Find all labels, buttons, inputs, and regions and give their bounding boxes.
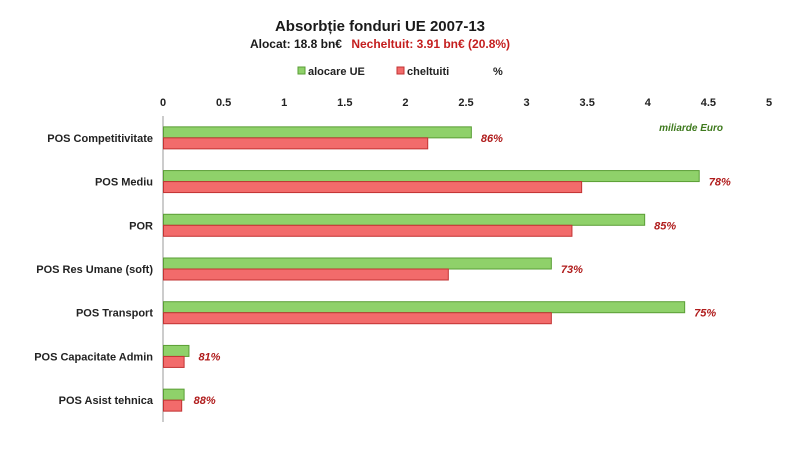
bar-allocated	[163, 301, 686, 314]
x-tick-label: 3.5	[580, 97, 595, 109]
category-label: POR	[129, 220, 153, 232]
x-tick-label: 0	[160, 97, 166, 109]
bar-spent	[163, 137, 429, 150]
x-tick-label: 2	[402, 97, 408, 109]
percent-label: 78%	[709, 177, 731, 189]
legend-label-allocated: alocare UE	[308, 66, 365, 78]
percent-label: 73%	[561, 264, 583, 276]
percent-label: 86%	[481, 133, 503, 145]
category-label: POS Res Umane (soft)	[36, 264, 153, 276]
category-label: POS Asist tehnica	[59, 395, 154, 407]
x-tick-label: 2.5	[458, 97, 473, 109]
bar-spent	[163, 312, 552, 325]
x-tick-label: 1	[281, 97, 287, 109]
category-label: POS Competitivitate	[47, 133, 153, 145]
percent-label: 75%	[694, 308, 716, 320]
x-tick-label: 0.5	[216, 97, 231, 109]
legend-label-percent: %	[493, 66, 503, 78]
subtitle-unspent: Necheltuit: 3.91 bn€ (20.8%)	[351, 37, 510, 51]
percent-label: 81%	[198, 351, 220, 363]
x-axis-ticks: 0 0.5 1 1.5 2 2.5 3 3.5 4 4.5 5	[160, 97, 772, 109]
subtitle-allocated: Alocat: 18.8 bn€	[250, 37, 342, 51]
bar-spent	[163, 268, 449, 281]
x-tick-label: 5	[766, 97, 772, 109]
legend-swatch-allocated	[297, 66, 306, 75]
bars: POS Competitivitate 86% POS Mediu 78% POR 85%…	[34, 126, 731, 412]
chart-title: Absorbție fonduri UE 2007-13	[275, 18, 485, 35]
category-label: POS Transport	[76, 308, 153, 320]
percent-label: 85%	[654, 220, 676, 232]
legend-swatch-spent	[396, 66, 405, 75]
bar-spent	[163, 224, 573, 237]
category-label: POS Capacitate Admin	[34, 351, 153, 363]
bar-allocated	[163, 388, 185, 401]
x-tick-label: 4.5	[701, 97, 716, 109]
chart-subtitle: Alocat: 18.8 bn€ Necheltuit: 3.91 bn€ (2…	[250, 37, 510, 51]
legend-label-spent: cheltuiti	[407, 66, 449, 78]
bar-allocated	[163, 213, 646, 226]
x-tick-label: 1.5	[337, 97, 352, 109]
bar-allocated	[163, 170, 700, 183]
bar-allocated	[163, 344, 190, 357]
unit-note: miliarde Euro	[659, 123, 723, 134]
category-label: POS Mediu	[95, 177, 153, 189]
x-tick-label: 3	[524, 97, 530, 109]
bar-allocated	[163, 257, 552, 270]
legend: alocare UE cheltuiti %	[297, 66, 503, 78]
bar-spent	[163, 399, 183, 412]
x-tick-label: 4	[645, 97, 652, 109]
bar-spent	[163, 355, 185, 368]
percent-label: 88%	[194, 395, 216, 407]
bar-spent	[163, 181, 583, 194]
bar-allocated	[163, 126, 472, 139]
